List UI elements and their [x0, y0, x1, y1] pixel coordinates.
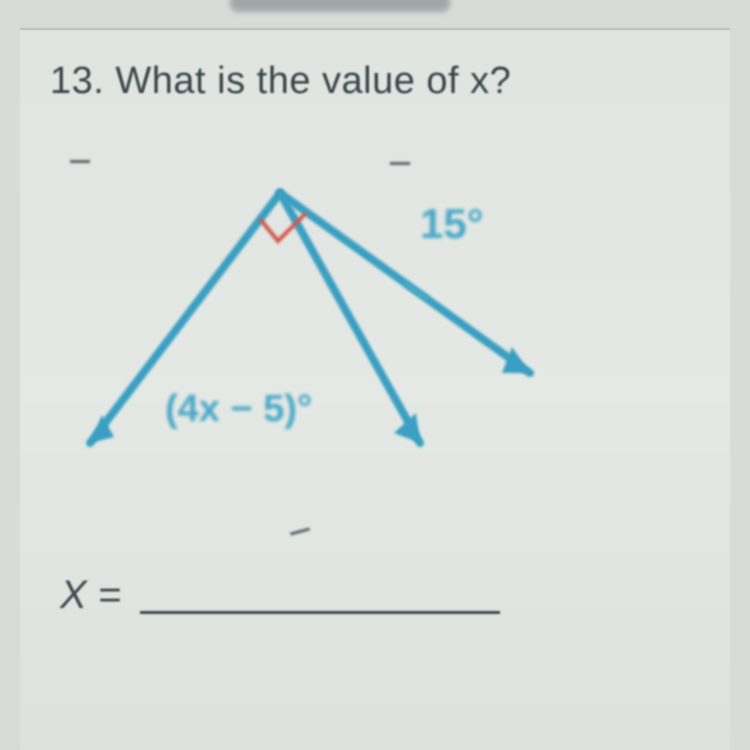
triangle-figure: 15° (4x − 5)°	[60, 143, 580, 503]
label-4x-5: (4x − 5)°	[165, 388, 312, 430]
header-fragment	[230, 0, 450, 12]
answer-blank[interactable]	[140, 611, 500, 614]
stray-mark	[290, 527, 310, 535]
question-number: 13.	[50, 60, 104, 102]
angle-tick	[404, 283, 428, 299]
question-text: 13. What is the value of x?	[50, 60, 700, 103]
answer-prompt: X =	[60, 573, 700, 618]
worksheet-page: 13. What is the value of x? 15° (4x − 5)…	[20, 28, 730, 750]
answer-label: X =	[60, 573, 121, 617]
question-prompt: What is the value of x?	[115, 60, 511, 102]
label-15deg: 15°	[420, 200, 484, 247]
